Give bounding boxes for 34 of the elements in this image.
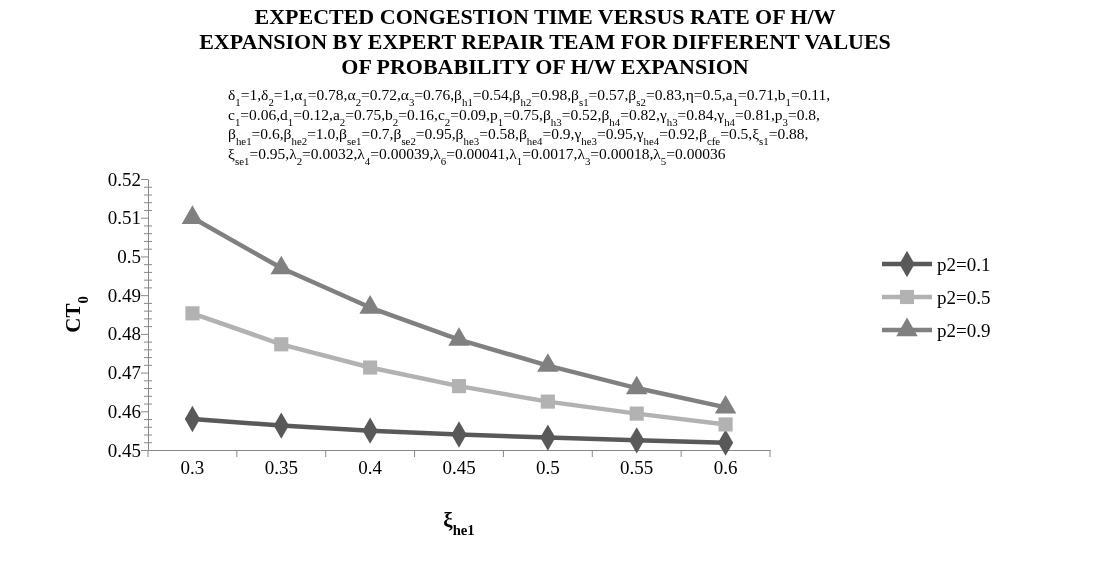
y-tick-label: 0.48	[107, 323, 141, 345]
legend-label: p2=0.1	[937, 254, 991, 275]
point	[270, 255, 293, 275]
point	[540, 394, 555, 409]
text: β$_{he1}$=0.6,β$_{he2}$=1.0,β$_{se1}$=0.7,β$_{se2}$=0.95,β$_{he3}$=0.58,β$_{he4}$=0.9,γ$_{he3}$=0.95,γ$_{he4}$=0.92,β$_{cfe}$=0.5,ξ$_{s1}$=0.88,	[228, 125, 809, 147]
text: δ$_{1}$=1,δ$_{2}$=1,α$_{1}$=0.78,α$_{2}$=0.72,α$_{3}$=0.76,β$_{h1}$=0.54,β$_{h2}$=0.98,β$_{s1}$=0.57,β$_{s2}$=0.83,η=0.5,a$_{1}$=0.71,b$_{1}$=0.11,	[228, 86, 831, 108]
y-tick-label: 0.51	[107, 207, 141, 229]
x-tick-label: 0.45	[442, 456, 476, 478]
text: c$_{1}$=0.06,d$_{1}$=0.12,a$_{2}$=0.75,b$_{2}$=0.16,c$_{2}$=0.09,p$_{1}$=0.75,β$_{h3}$=0.52,β$_{h4}$=0.82,γ$_{h3}$=0.84,γ$_{h4}$=0.81,p$_{3}$=0.8,	[228, 105, 820, 128]
point	[718, 417, 733, 432]
y-tick-label: 0.47	[107, 362, 141, 384]
point	[181, 205, 204, 224]
point	[448, 327, 470, 346]
y-tick-label: 0.52	[107, 168, 141, 190]
point	[629, 406, 644, 421]
point	[363, 360, 378, 375]
chart-title: EXPECTED CONGESTION TIME VERSUS RATE OF H/W EXPANSION BY EXPERT REPAIR TEAM FOR DIFFERENT VALUES OF PROBABILITY OF H/W EXPANSION	[199, 4, 891, 79]
point	[451, 379, 467, 394]
legend-label: p2=0.5	[937, 287, 991, 308]
x-tick-label: 0.5	[535, 456, 560, 478]
y-tick-label: 0.49	[107, 284, 141, 306]
legend-label: p2=0.9	[937, 320, 991, 341]
x-tick-label: 0.55	[620, 456, 654, 478]
y-tick-label: 0.45	[107, 439, 141, 461]
x-axis-title: ξ$_{he1}$	[443, 508, 475, 538]
x-tick-label: 0.4	[358, 456, 383, 478]
y-tick-label: 0.5	[117, 246, 141, 268]
x-tick-label: 0.35	[264, 456, 298, 478]
y-tick-label: 0.46	[107, 400, 141, 422]
point	[359, 295, 381, 314]
text: ξ$_{se1}$=0.95,λ$_{2}$=0.0032,λ$_{4}$=0.00039,λ$_{6}$=0.00041,λ$_{1}$=0.0017,λ$_{3}$=0.00018,λ$_{5}$=0.00036	[228, 144, 726, 167]
x-tick-label: 0.3	[180, 456, 205, 478]
x-tick-label: 0.6	[713, 456, 738, 478]
point	[274, 337, 289, 352]
